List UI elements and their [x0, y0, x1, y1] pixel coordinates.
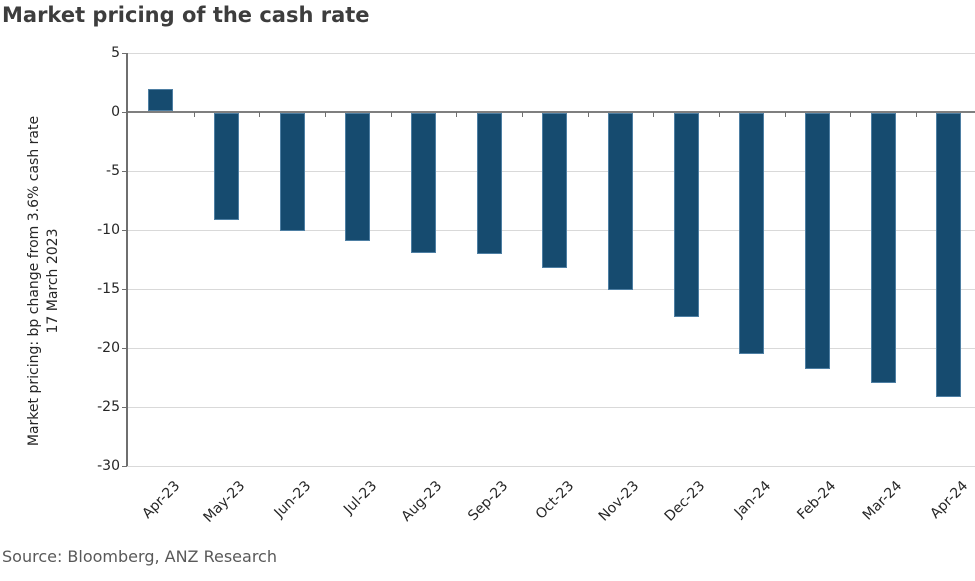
x-tick-label: May-23	[201, 477, 249, 526]
x-tick-label: Nov-23	[596, 477, 643, 525]
y-axis-tick	[122, 347, 127, 349]
bar-jan-24	[739, 112, 765, 355]
y-tick-label: -30	[97, 457, 120, 474]
x-axis-tick	[390, 111, 392, 117]
y-axis-tick	[122, 229, 127, 231]
bar-jul-23	[345, 112, 371, 242]
x-tick-label: Feb-24	[794, 477, 840, 523]
x-axis-tick	[784, 111, 786, 117]
x-tick-label: Mar-24	[859, 477, 906, 524]
bar-sep-23	[476, 112, 502, 255]
y-axis-tick	[122, 52, 127, 54]
x-axis-tick	[718, 111, 720, 117]
zero-axis-line	[127, 110, 975, 113]
x-tick-label: Sep-23	[465, 477, 512, 524]
gridline	[127, 347, 975, 349]
y-axis-tick	[122, 288, 127, 290]
x-tick-label: Apr-24	[927, 477, 972, 522]
y-axis-title-line1: Market pricing: bp change from 3.6% cash…	[26, 115, 42, 447]
x-tick-label: Dec-23	[661, 477, 709, 525]
y-tick-label: -5	[106, 162, 120, 179]
y-tick-label: -25	[97, 398, 120, 415]
x-tick-label: Jan-24	[731, 477, 775, 521]
x-tick-label: Jun-23	[271, 477, 315, 521]
x-tick-label: Oct-23	[532, 477, 578, 523]
y-axis-title: Market pricing: bp change from 3.6% cash…	[25, 116, 63, 446]
bar-oct-23	[542, 112, 568, 269]
x-axis-tick	[193, 111, 195, 117]
bar-jun-23	[279, 112, 305, 231]
bar-aug-23	[410, 112, 436, 253]
bar-feb-24	[804, 112, 830, 369]
y-tick-label: -15	[97, 280, 120, 297]
x-tick-label: Apr-23	[139, 477, 184, 522]
x-axis-tick	[259, 111, 261, 117]
bar-apr-24	[936, 112, 962, 397]
y-axis-tick	[122, 406, 127, 408]
x-axis-tick	[587, 111, 589, 117]
x-axis-tick	[456, 111, 458, 117]
gridline	[127, 465, 975, 467]
y-tick-label: 0	[111, 103, 120, 120]
y-axis-tick	[122, 465, 127, 467]
y-tick-label: -10	[97, 221, 120, 238]
x-tick-label: Aug-23	[398, 477, 446, 525]
bar-mar-24	[870, 112, 896, 383]
gridline	[127, 52, 975, 54]
bar-may-23	[213, 112, 239, 220]
y-tick-label: 5	[111, 44, 120, 61]
gridline	[127, 288, 975, 290]
bar-nov-23	[607, 112, 633, 290]
source-note: Source: Bloomberg, ANZ Research	[2, 547, 277, 566]
x-axis-tick	[653, 111, 655, 117]
y-tick-label: -20	[97, 339, 120, 356]
x-axis-tick	[521, 111, 523, 117]
bar-dec-23	[673, 112, 699, 317]
gridline	[127, 406, 975, 408]
y-axis-line	[126, 52, 128, 466]
x-axis-tick	[324, 111, 326, 117]
y-axis-tick	[122, 170, 127, 172]
y-axis-tick	[122, 111, 127, 113]
chart-title: Market pricing of the cash rate	[2, 3, 370, 27]
bar-apr-23	[148, 89, 174, 112]
x-tick-label: Jul-23	[340, 477, 381, 517]
x-axis-tick	[850, 111, 852, 117]
x-axis-tick	[915, 111, 917, 117]
